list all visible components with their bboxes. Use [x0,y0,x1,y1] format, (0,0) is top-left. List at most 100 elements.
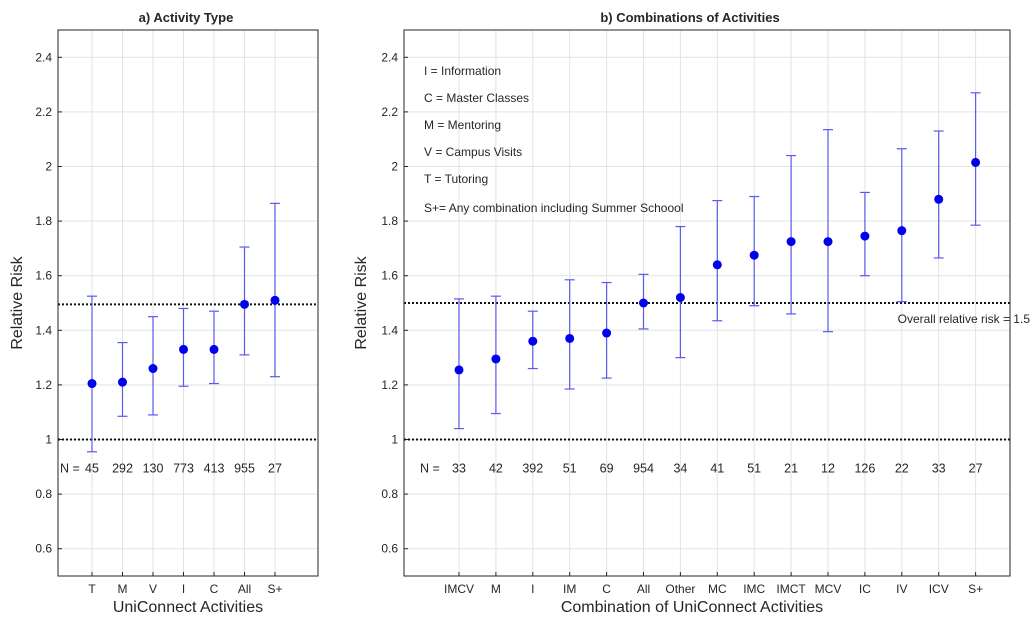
data-point [179,344,188,354]
count-prefix: N = [420,461,440,475]
x-tick-label: IMC [743,582,765,596]
x-tick-label: IMCV [444,582,474,596]
count-label: 954 [633,461,654,475]
count-label: 12 [821,461,835,475]
y-tick-label: 1.2 [381,378,398,392]
y-tick-label: 2 [45,160,52,174]
data-point [87,379,97,389]
legend-line: V = Campus Visits [424,145,522,159]
data-point [971,157,981,167]
count-label: 33 [452,461,466,475]
count-label: 41 [710,461,724,475]
legend-line: C = Master Classes [424,91,529,105]
y-tick-label: 2.2 [381,105,398,119]
y-tick-label: 0.6 [381,542,398,556]
x-tick-label: V [149,582,157,596]
legend-line: S+= Any combination including Summer Sch… [424,201,683,215]
x-tick-label: M [118,582,128,596]
panel-a-y-axis-label: Relative Risk [9,255,26,349]
legend-line: T = Tutoring [424,172,488,186]
y-tick-label: 1.6 [381,269,398,283]
data-point [602,328,612,338]
panel-activity-type: 0.6 0.8 1 1.2 1.4 1.6 1.8 2 2.2 2.4 T M V I C All S+ N = 4… [9,10,319,616]
panel-b-x-axis-label: Combination of UniConnect Activities [561,599,823,616]
y-tick-label: 1.8 [35,214,52,228]
count-label: 22 [895,461,909,475]
count-label: 69 [600,461,614,475]
x-tick-label: IM [563,582,576,596]
count-label: 42 [489,461,503,475]
y-tick-label: 1.4 [35,323,52,337]
data-point [209,344,219,354]
data-point [491,354,501,364]
x-tick-label: All [637,582,650,596]
panel-b-title: b) Combinations of Activities [600,10,779,25]
x-tick-label: IV [896,582,907,596]
legend-line: M = Mentoring [424,118,501,132]
legend-line: I = Information [424,64,501,78]
data-point [823,237,833,247]
x-tick-label: I [531,582,534,596]
count-label: 51 [563,461,577,475]
data-point [749,250,759,260]
data-point [712,260,722,270]
y-tick-label: 2.4 [35,50,52,64]
y-tick-label: 0.6 [35,542,52,556]
y-tick-label: 1.8 [381,214,398,228]
abbreviation-legend: I = Information C = Master Classes M = M… [424,64,683,215]
count-label: 292 [112,461,133,475]
y-tick-label: 2.4 [381,50,398,64]
data-point [118,377,127,387]
axes-frame [403,29,1011,577]
panel-a-title: a) Activity Type [139,10,234,25]
count-label: 413 [204,461,225,475]
count-prefix: N = [60,461,80,475]
y-tick-label: 1 [45,433,52,447]
panel-b-y-axis-label: Relative Risk [353,255,370,349]
y-tick-label: 1 [391,433,398,447]
count-label: 773 [173,461,194,475]
data-point [528,336,538,346]
y-tick-label: 1.4 [381,323,398,337]
x-tick-label: MC [708,582,727,596]
data-point [270,295,280,305]
x-tick-label: ICV [929,582,949,596]
x-tick-label: T [88,582,96,596]
x-tick-label: C [210,582,219,596]
x-tick-label: IMCT [776,582,806,596]
panel-a-x-axis-label: UniConnect Activities [113,599,263,616]
count-label: 27 [969,461,983,475]
plot-layer: 0.6 0.8 1 1.2 1.4 1.6 1.8 2 2.2 2.4 T M V I C All S+ N = 4… [35,29,319,596]
data-point [934,194,944,204]
count-label: 45 [85,461,99,475]
x-tick-label: S+ [267,582,282,596]
y-tick-label: 2.2 [35,105,52,119]
x-tick-label: Other [665,582,695,596]
x-tick-label: MCV [815,582,842,596]
data-point [639,298,648,308]
y-tick-label: 1.6 [35,269,52,283]
data-point [675,293,685,303]
y-tick-label: 0.8 [35,487,52,501]
reference-line-label: Overall relative risk = 1.5 [898,312,1031,326]
data-point [240,299,249,309]
data-point [454,365,464,375]
x-tick-label: S+ [968,582,983,596]
y-tick-label: 2 [391,160,398,174]
count-label: 392 [522,461,543,475]
y-tick-label: 0.8 [381,487,398,501]
x-tick-label: IC [859,582,871,596]
count-label: 27 [268,461,282,475]
data-point [897,226,907,236]
data-point [565,333,575,343]
count-label: 955 [234,461,255,475]
y-tick-label: 1.2 [35,378,52,392]
count-label: 126 [854,461,875,475]
data-point [860,231,870,241]
x-tick-label: C [602,582,611,596]
x-tick-label: All [238,582,251,596]
x-tick-label: I [182,582,185,596]
